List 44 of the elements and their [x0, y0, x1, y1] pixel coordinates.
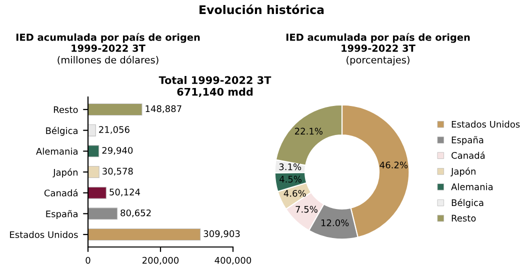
data-label: 12.0%	[321, 219, 349, 226]
annotation: Total 1999-2022 3T 671,140 mdd	[158, 76, 272, 98]
data-label: 29,940	[102, 146, 133, 155]
y-tick-label: Japón	[52, 168, 78, 178]
chart-title: IED acumulada por país de origen 1999-2022 3T	[16, 33, 200, 52]
text: Evolución histórica	[200, 4, 324, 14]
data-label: 46.2%	[380, 162, 408, 168]
x-tick-label: 400,000	[214, 256, 252, 265]
data-label: 7.5%	[296, 206, 318, 213]
data-label: 3.1%	[279, 163, 302, 170]
bar	[88, 145, 100, 158]
data-label: 4.5%	[280, 176, 302, 183]
legend-label: Bélgica	[452, 198, 484, 208]
chart-subtitle: (millones de dólares)	[58, 56, 158, 65]
bar	[88, 103, 142, 116]
y-tick-label: Resto	[54, 106, 78, 114]
chart-subtitle: (porcentajes)	[346, 56, 410, 66]
bar	[88, 166, 100, 178]
legend-label: Resto	[452, 214, 476, 222]
legend-label: España	[452, 136, 484, 146]
y-tick-label: España	[46, 210, 78, 220]
data-label: 309,903	[204, 230, 240, 238]
data-label: 148,887	[146, 105, 182, 114]
legend-label: Estados Unidos	[452, 120, 520, 128]
y-tick-label: Canadá	[44, 189, 78, 196]
x-tick-label: 200,000	[142, 256, 179, 265]
data-label: 22.1%	[295, 128, 323, 135]
data-label: 21,056	[99, 126, 130, 134]
bar	[88, 186, 106, 199]
bar	[88, 228, 201, 241]
legend-label: Canadá	[452, 151, 485, 159]
legend-label: Alemania	[451, 183, 493, 190]
y-tick-label: Estados Unidos	[10, 231, 78, 238]
chart-title: IED acumulada por país de origen 1999-2022 3T	[286, 33, 470, 52]
data-label: 80,652	[120, 209, 151, 218]
data-label: 4.6%	[284, 190, 306, 197]
y-tick-label: Bélgica	[46, 126, 78, 136]
x-tick-label: 0	[86, 256, 90, 264]
bar	[88, 208, 118, 220]
bar	[88, 124, 96, 136]
legend-label: Japón	[450, 167, 476, 176]
data-label: 30,578	[102, 168, 133, 176]
data-label: 50,124	[110, 188, 140, 196]
y-tick-label: Alemania	[36, 148, 78, 155]
